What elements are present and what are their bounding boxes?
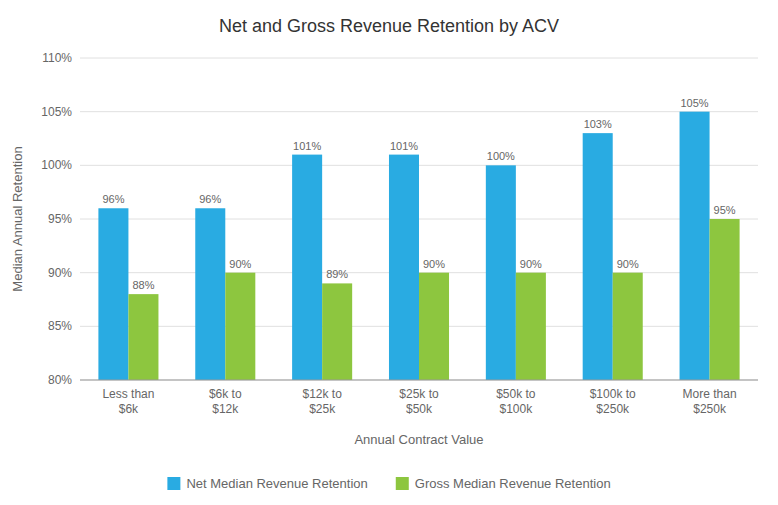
x-tick-label: $12k to$25k [302,387,342,416]
data-label: 90% [423,258,445,270]
bar [583,133,613,380]
y-tick-label: 95% [48,212,72,226]
data-label: 88% [132,279,154,291]
data-label: 89% [326,268,348,280]
data-labels: 96% 96% 101% 101% 100% 103% 105% 88% 90% 89% 90% 90… [102,97,735,291]
x-tick-label: $6k to$12k [209,387,242,416]
bar [195,208,225,380]
x-axis-line [80,380,758,381]
data-label: 96% [102,193,124,205]
data-label: 90% [229,258,251,270]
chart: Net and Gross Revenue Retention by ACV 80… [0,0,778,505]
x-tick-label: More than$250k [683,387,737,416]
x-axis-label: Annual Contract Value [354,432,483,447]
y-tick-label: 90% [48,266,72,280]
bar [613,273,643,380]
bar [486,165,516,380]
x-tick-label: $100k to$250k [590,387,636,416]
legend-label: Gross Median Revenue Retention [415,476,611,491]
x-tick-label: $50k to$100k [496,387,536,416]
data-label: 90% [617,258,639,270]
legend-label: Net Median Revenue Retention [186,476,367,491]
y-tick-label: 105% [41,105,72,119]
y-tick-label: 110% [42,51,72,65]
grid-line [80,58,758,59]
bar [292,155,322,380]
legend: Net Median Revenue Retention Gross Median… [167,476,610,491]
bar [389,155,419,380]
data-label: 95% [714,204,736,216]
bar [98,208,128,380]
data-label: 101% [390,140,418,152]
bar [128,294,158,380]
data-label: 103% [584,118,612,130]
title: Net and Gross Revenue Retention by ACV [219,16,559,36]
legend-swatch [167,477,180,490]
bar [680,112,710,380]
data-label: 100% [487,150,515,162]
data-label: 96% [199,193,221,205]
grid-line [80,380,758,381]
y-tick-label: 80% [48,373,72,387]
x-tick-label: Less than$6k [102,387,154,416]
y-axis-label: Median Annual Retention [10,146,25,291]
data-label: 105% [680,97,708,109]
bar [710,219,740,380]
legend-swatch [396,477,409,490]
grid [80,58,758,380]
y-tick-label: 100% [41,158,72,172]
x-tick-label: $25k to$50k [399,387,439,416]
bars [98,112,739,380]
grid-line [80,111,758,112]
bar [225,273,255,380]
y-tick-label: 85% [48,319,72,333]
data-label: 90% [520,258,542,270]
data-label: 101% [293,140,321,152]
bar [419,273,449,380]
bar [322,283,352,380]
bar [516,273,546,380]
